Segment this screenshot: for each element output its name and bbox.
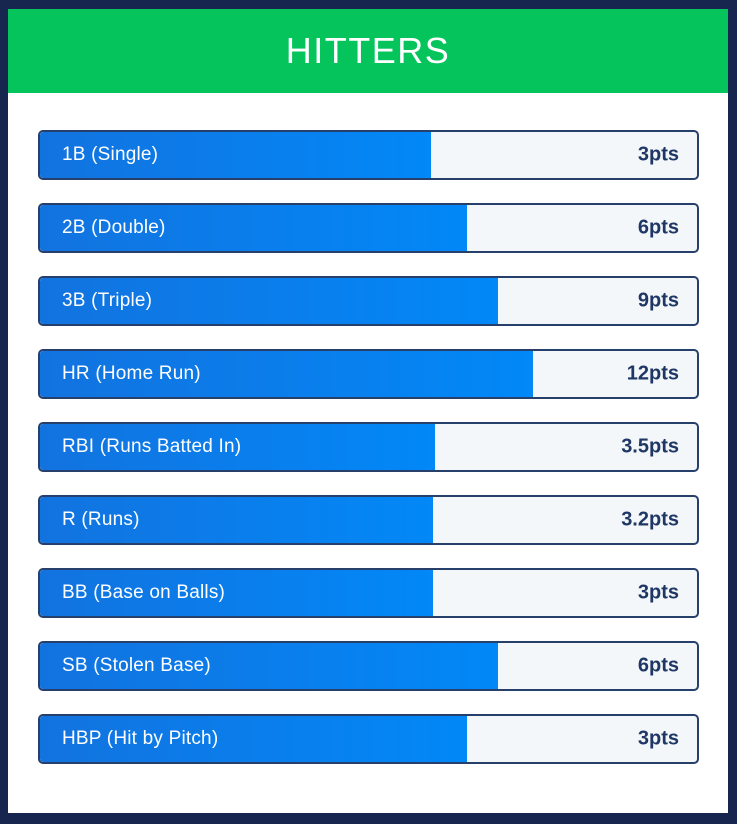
stat-label: 1B (Single) (62, 144, 159, 165)
points-bar (40, 716, 468, 762)
points-value: 3.2pts (621, 508, 679, 531)
points-bar (40, 497, 433, 543)
points-bar (40, 351, 533, 397)
points-bar (40, 205, 468, 251)
points-bar (40, 570, 433, 616)
stat-label: 3B (Triple) (62, 290, 153, 311)
points-value: 12pts (626, 362, 679, 385)
stat-label: BB (Base on Balls) (62, 582, 226, 603)
stat-label: HBP (Hit by Pitch) (62, 728, 219, 749)
stat-label: 2B (Double) (62, 217, 166, 238)
scoring-row: BB (Base on Balls) 3pts (38, 568, 699, 618)
stat-label: R (Runs) (62, 509, 140, 530)
points-bar (40, 132, 431, 178)
scoring-row: RBI (Runs Batted In) 3.5pts (38, 422, 699, 472)
scoring-rows: 1B (Single) 3pts 2B (Double) 6pts 3B (Tr… (38, 130, 699, 764)
points-bar (40, 424, 435, 470)
scoring-row: 3B (Triple) 9pts (38, 276, 699, 326)
stat-label: RBI (Runs Batted In) (62, 436, 242, 457)
points-value: 3.5pts (621, 435, 679, 458)
scoring-row: HR (Home Run) 12pts (38, 349, 699, 399)
scoring-row: R (Runs) 3.2pts (38, 495, 699, 545)
hitters-header: HITTERS (8, 9, 728, 93)
scoring-row: 2B (Double) 6pts (38, 203, 699, 253)
section-title: HITTERS (285, 30, 451, 71)
scoring-panel: HITTERS 1B (Single) 3pts 2B (Double) 6pt… (8, 9, 728, 813)
stat-label: HR (Home Run) (62, 363, 201, 384)
points-value: 6pts (637, 216, 679, 239)
stat-label: SB (Stolen Base) (62, 655, 211, 676)
points-value: 3pts (637, 143, 679, 166)
scoring-row: SB (Stolen Base) 6pts (38, 641, 699, 691)
points-value: 9pts (637, 289, 679, 312)
points-bar (40, 278, 498, 324)
points-value: 3pts (637, 581, 679, 604)
scoring-row: HBP (Hit by Pitch) 3pts (38, 714, 699, 764)
points-bar (40, 643, 498, 689)
points-value: 6pts (637, 654, 679, 677)
scoring-row: 1B (Single) 3pts (38, 130, 699, 180)
points-value: 3pts (637, 727, 679, 750)
